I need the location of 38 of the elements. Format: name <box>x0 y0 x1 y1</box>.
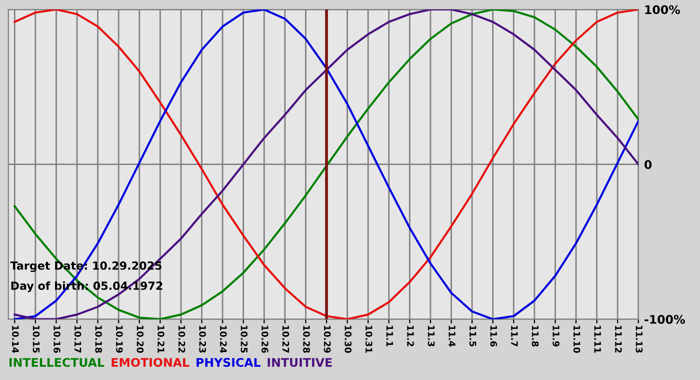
x-tick-label: 11.13 <box>636 326 643 353</box>
x-tick-label: 10.14 <box>12 326 19 353</box>
x-tick-label: 10.28 <box>303 326 310 353</box>
x-tick-label: 11.4 <box>448 326 456 347</box>
x-tick-label: 10.20 <box>136 326 144 353</box>
x-tick-label: 11.1 <box>386 326 393 346</box>
x-tick-label: 10.16 <box>54 326 60 353</box>
x-tick-label: 11.10 <box>573 326 580 353</box>
x-tick-label: 10.24 <box>220 326 227 353</box>
x-tick-label: 10.25 <box>240 326 248 353</box>
x-tick-label: 11.6 <box>490 326 498 347</box>
x-tick-label: 11.5 <box>469 326 476 346</box>
text: PHYSICAL <box>196 358 260 367</box>
x-tick-label: 10.26 <box>262 326 268 353</box>
x-tick-label: 11.8 <box>532 326 539 346</box>
x-tick-label: 10.21 <box>158 326 164 353</box>
y-tick-label: 100% <box>645 5 680 14</box>
text: EMOTIONAL <box>112 358 190 367</box>
y-tick-label: 0 <box>644 160 652 170</box>
x-tick-label: 11.9 <box>552 326 560 346</box>
x-tick-label: 10.17 <box>74 326 82 353</box>
x-tick-label: 10.23 <box>199 326 206 353</box>
x-tick-label: 10.22 <box>178 326 186 353</box>
x-tick-label: 11.2 <box>407 326 414 346</box>
x-tick-label: 10.27 <box>282 326 290 353</box>
x-tick-label: 10.15 <box>32 326 40 353</box>
x-tick-label: 10.31 <box>365 326 372 353</box>
y-tick-label: -100% <box>644 314 685 324</box>
x-tick-label: 11.7 <box>511 326 518 346</box>
x-tick-label: 11.3 <box>428 326 435 346</box>
x-tick-label: 10.29 <box>324 326 331 353</box>
text: INTUITIVE <box>268 358 332 367</box>
x-tick-label: 10.18 <box>95 326 102 353</box>
x-tick-label: 10.19 <box>116 326 123 353</box>
x-tick-label: 10.30 <box>344 326 352 353</box>
text: INTELLECTUAL <box>9 358 104 367</box>
x-tick-label: 11.11 <box>594 326 601 353</box>
x-tick-label: 11.12 <box>615 326 622 353</box>
